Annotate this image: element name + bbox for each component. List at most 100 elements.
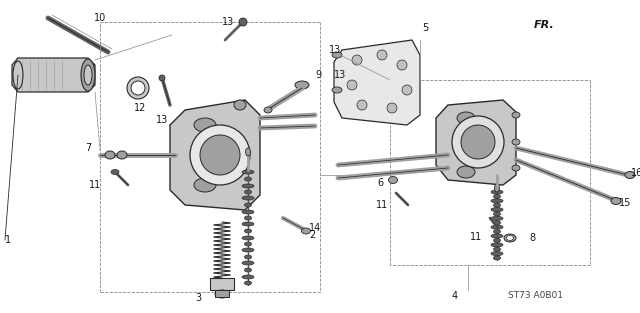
Text: 15: 15 (619, 198, 631, 208)
Ellipse shape (244, 216, 252, 220)
Ellipse shape (244, 255, 252, 259)
Text: 6: 6 (377, 178, 383, 188)
Ellipse shape (131, 81, 145, 95)
Ellipse shape (388, 177, 397, 183)
Ellipse shape (242, 210, 254, 214)
Ellipse shape (493, 221, 500, 225)
Ellipse shape (506, 235, 513, 240)
Ellipse shape (491, 190, 503, 194)
Circle shape (377, 50, 387, 60)
Ellipse shape (81, 59, 95, 91)
Ellipse shape (493, 203, 500, 207)
Ellipse shape (242, 261, 254, 265)
Ellipse shape (194, 178, 216, 192)
Text: 13: 13 (156, 115, 168, 125)
Ellipse shape (127, 77, 149, 99)
Ellipse shape (13, 61, 23, 89)
Circle shape (452, 116, 504, 168)
Ellipse shape (244, 190, 252, 194)
Ellipse shape (244, 281, 252, 285)
Ellipse shape (457, 129, 475, 141)
Polygon shape (555, 12, 610, 35)
Text: 13: 13 (329, 45, 341, 55)
Circle shape (357, 100, 367, 110)
Text: FR.: FR. (534, 20, 555, 30)
Ellipse shape (242, 236, 254, 240)
Text: 13: 13 (334, 70, 346, 80)
Ellipse shape (493, 239, 500, 242)
Circle shape (200, 135, 240, 175)
Ellipse shape (493, 256, 500, 260)
Ellipse shape (242, 248, 254, 252)
Text: 4: 4 (452, 291, 458, 301)
Text: 11: 11 (470, 232, 482, 242)
Text: 12: 12 (134, 103, 146, 113)
Ellipse shape (194, 138, 216, 152)
Ellipse shape (457, 166, 475, 178)
Ellipse shape (242, 184, 254, 188)
Ellipse shape (493, 230, 500, 233)
Ellipse shape (159, 75, 165, 81)
Ellipse shape (242, 170, 254, 174)
Ellipse shape (332, 87, 342, 93)
Ellipse shape (244, 229, 252, 233)
Ellipse shape (239, 18, 247, 26)
Text: 5: 5 (422, 23, 428, 33)
Ellipse shape (491, 243, 503, 247)
Ellipse shape (491, 234, 503, 238)
Bar (210, 278, 234, 290)
Circle shape (352, 55, 362, 65)
Polygon shape (334, 40, 420, 125)
Ellipse shape (244, 177, 252, 181)
Ellipse shape (242, 275, 254, 279)
Ellipse shape (264, 107, 272, 113)
Text: 10: 10 (94, 13, 106, 23)
Ellipse shape (512, 139, 520, 145)
Ellipse shape (117, 151, 127, 159)
Text: 2: 2 (309, 230, 315, 240)
Ellipse shape (244, 242, 252, 246)
Text: 7: 7 (85, 143, 91, 153)
Text: 14: 14 (309, 223, 321, 233)
Ellipse shape (295, 81, 309, 89)
Ellipse shape (215, 290, 229, 298)
Ellipse shape (512, 112, 520, 118)
Ellipse shape (491, 199, 503, 203)
Ellipse shape (512, 165, 520, 171)
Ellipse shape (491, 208, 503, 212)
Text: 1: 1 (5, 235, 11, 245)
Text: 13: 13 (222, 17, 234, 27)
Ellipse shape (491, 216, 503, 220)
Ellipse shape (246, 148, 250, 156)
Polygon shape (436, 100, 516, 185)
Ellipse shape (457, 112, 475, 124)
Ellipse shape (625, 172, 635, 178)
Ellipse shape (493, 247, 500, 251)
Ellipse shape (244, 203, 252, 207)
Circle shape (397, 60, 407, 70)
Ellipse shape (493, 212, 500, 216)
Text: 8: 8 (529, 233, 535, 243)
Text: 16: 16 (631, 168, 640, 178)
Text: ST73 A0B01: ST73 A0B01 (508, 290, 563, 300)
Ellipse shape (301, 228, 310, 234)
Circle shape (402, 85, 412, 95)
Ellipse shape (111, 170, 119, 175)
Ellipse shape (491, 252, 503, 256)
Polygon shape (12, 58, 95, 92)
Ellipse shape (194, 158, 216, 172)
Ellipse shape (457, 149, 475, 161)
Ellipse shape (611, 198, 621, 204)
Ellipse shape (194, 118, 216, 132)
Ellipse shape (234, 100, 246, 110)
Bar (215, 290, 229, 297)
Circle shape (347, 80, 357, 90)
Circle shape (461, 125, 495, 159)
Text: 3: 3 (195, 293, 201, 303)
Ellipse shape (495, 184, 499, 192)
Ellipse shape (84, 65, 92, 85)
Text: 11: 11 (376, 200, 388, 210)
Ellipse shape (504, 234, 516, 242)
Text: 9: 9 (315, 70, 321, 80)
Text: 11: 11 (89, 180, 101, 190)
